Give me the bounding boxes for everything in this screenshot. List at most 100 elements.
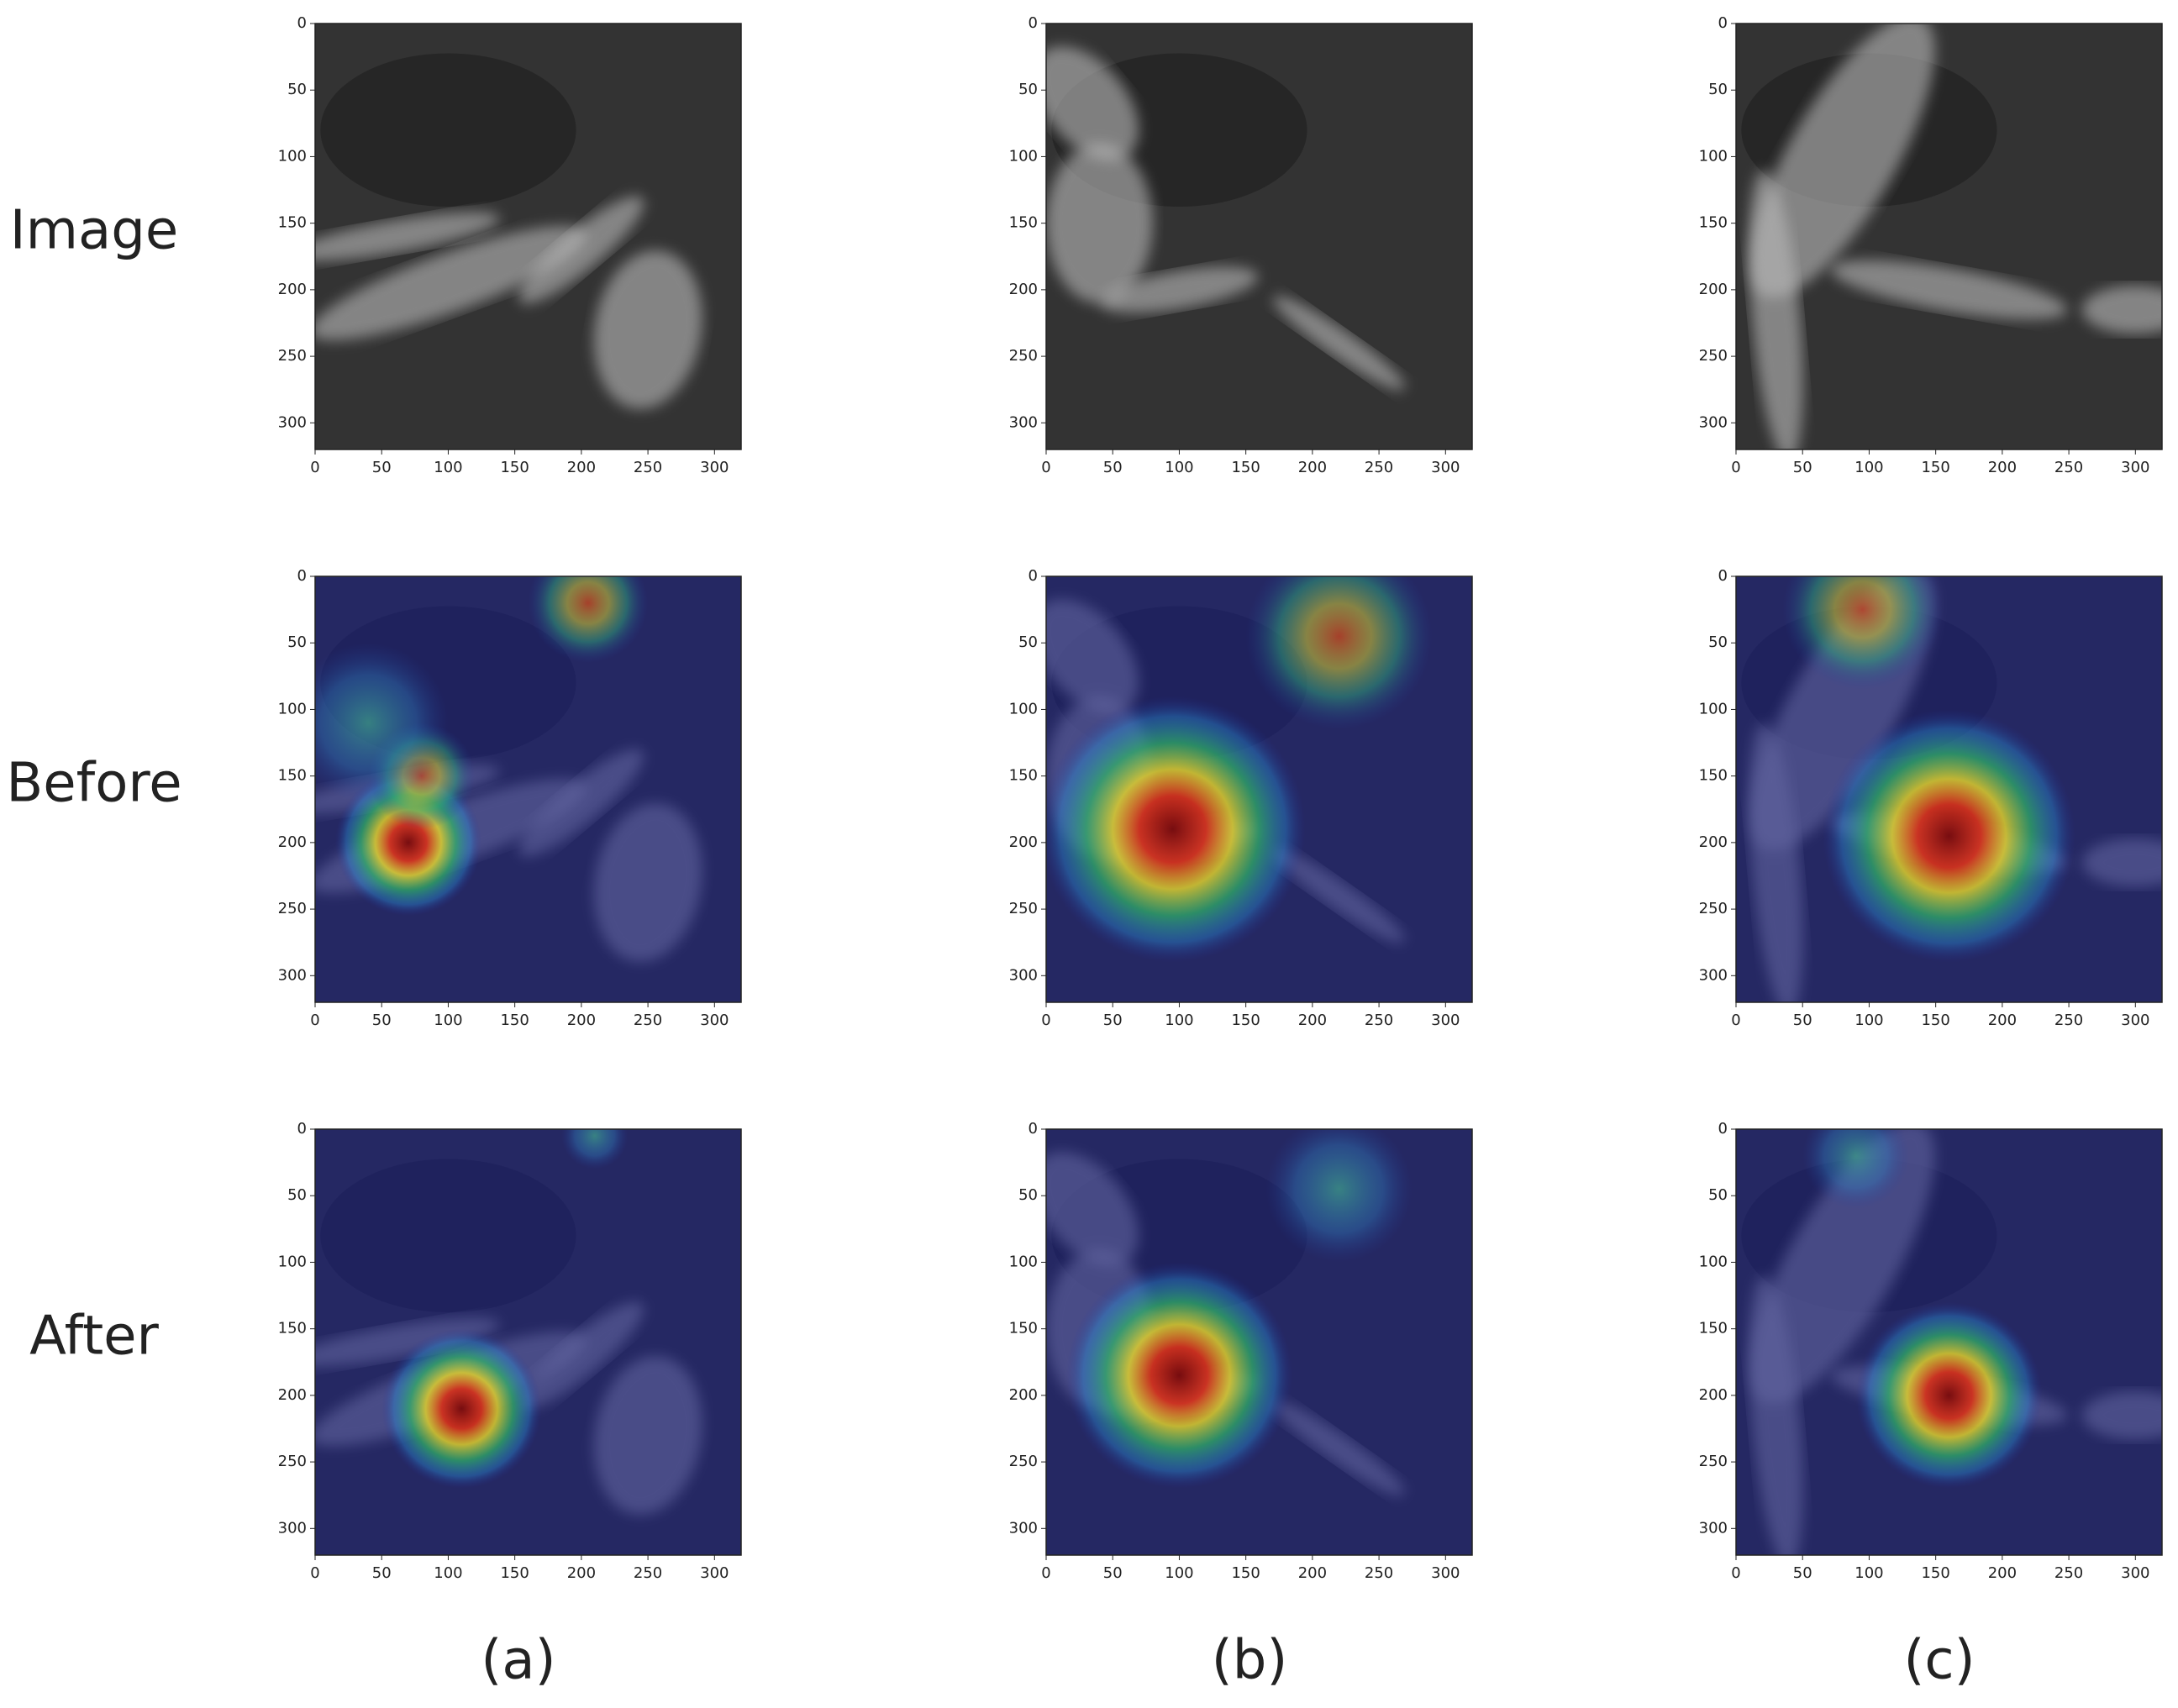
tissue-streak <box>518 196 644 304</box>
x-tick-label: 50 <box>1103 459 1123 476</box>
y-tick-label: 250 <box>1699 347 1728 365</box>
panel-image <box>315 24 741 449</box>
x-tick-label: 300 <box>700 1564 729 1582</box>
x-tick-label: 150 <box>1231 459 1260 476</box>
y-tick-label: 200 <box>1699 833 1728 851</box>
heat-spot <box>1855 1301 2043 1489</box>
x-tick-label: 300 <box>1431 459 1460 476</box>
panel: 0 50 100 150 200 250 300 0 50 100 150 200 250 300 <box>1009 1120 1473 1582</box>
y-tick-label: 250 <box>1009 1453 1038 1470</box>
heat-spot <box>561 1129 629 1169</box>
x-tick-label: 300 <box>1431 1564 1460 1582</box>
tissue-streak <box>315 212 500 261</box>
x-tick-label: 200 <box>567 459 596 476</box>
x-tick-label: 0 <box>310 1012 319 1029</box>
tissue <box>320 53 576 208</box>
y-tick-label: 50 <box>287 633 307 651</box>
heat-spot <box>1065 1262 1293 1489</box>
y-tick-label: 50 <box>1708 81 1728 98</box>
y-tick-label: 0 <box>297 567 307 585</box>
panel: 0 50 100 150 200 250 300 0 50 100 150 200 250 300 <box>278 14 742 476</box>
x-tick-label: 0 <box>1731 459 1740 476</box>
x-tick-label: 100 <box>1165 1012 1193 1029</box>
tissue-streak <box>593 250 702 409</box>
x-tick-label: 250 <box>2054 459 2083 476</box>
y-tick-label: 250 <box>278 347 307 365</box>
panel: 0 50 100 150 200 250 300 0 50 100 150 200 250 300 <box>1699 14 2163 476</box>
panel: 0 50 100 150 200 250 300 0 50 100 150 200 250 300 <box>1699 567 2163 1029</box>
x-tick-label: 0 <box>1041 1012 1050 1029</box>
tissue-streak <box>1831 260 2067 320</box>
panel-image <box>1736 24 2162 449</box>
x-tick-label: 50 <box>1793 459 1812 476</box>
row-label: After <box>29 1306 159 1368</box>
x-tick-label: 150 <box>1231 1564 1260 1582</box>
y-tick-label: 100 <box>1699 1253 1728 1270</box>
tissue-streak <box>1046 46 1139 161</box>
x-tick-label: 250 <box>634 1564 662 1582</box>
x-tick-label: 250 <box>1365 459 1393 476</box>
x-tick-label: 100 <box>1854 459 1883 476</box>
y-tick-label: 100 <box>1009 700 1038 717</box>
axes-frame <box>314 23 742 450</box>
heat-base <box>315 1129 741 1555</box>
y-tick-label: 150 <box>1009 1320 1038 1337</box>
x-tick-label: 200 <box>1298 1564 1327 1582</box>
tissue-streak <box>1046 143 1153 303</box>
tissue-streak <box>315 225 587 340</box>
axes-frame <box>314 575 742 1003</box>
x-tick-label: 0 <box>310 459 319 476</box>
y-tick-label: 100 <box>278 1253 307 1270</box>
y-tick-label: 300 <box>1699 966 1728 984</box>
heat-spot <box>1802 1129 1909 1210</box>
x-tick-label: 0 <box>310 1564 319 1582</box>
y-tick-label: 150 <box>1009 767 1038 785</box>
y-tick-label: 300 <box>278 966 307 984</box>
y-tick-label: 150 <box>1009 214 1038 232</box>
heat-spot <box>315 643 449 803</box>
x-tick-label: 150 <box>1921 1564 1949 1582</box>
x-tick-label: 250 <box>1365 1564 1393 1582</box>
x-tick-label: 250 <box>2054 1564 2083 1582</box>
x-tick-label: 300 <box>2121 459 2149 476</box>
x-tick-label: 200 <box>1988 459 2017 476</box>
y-tick-label: 50 <box>1018 1186 1038 1204</box>
y-tick-label: 200 <box>1009 281 1038 298</box>
tissue-streak <box>1749 170 1803 449</box>
y-tick-label: 200 <box>278 1386 307 1404</box>
x-tick-label: 150 <box>1921 459 1949 476</box>
x-tick-label: 200 <box>1988 1012 2017 1029</box>
panel-image <box>1046 576 1472 1002</box>
x-tick-label: 0 <box>1731 1564 1740 1582</box>
y-tick-label: 100 <box>1009 1253 1038 1270</box>
axes-frame <box>314 1128 742 1556</box>
y-tick-label: 300 <box>278 1519 307 1537</box>
y-tick-label: 200 <box>1699 281 1728 298</box>
panel-image <box>315 1129 741 1555</box>
y-tick-label: 0 <box>1028 14 1038 32</box>
y-tick-label: 150 <box>1699 214 1728 232</box>
y-tick-label: 100 <box>278 147 307 165</box>
axes-frame <box>1045 1128 1473 1556</box>
panel-image <box>1736 1129 2162 1555</box>
y-tick-label: 0 <box>297 1120 307 1138</box>
y-tick-label: 50 <box>1708 633 1728 651</box>
panel: 0 50 100 150 200 250 300 0 50 100 150 200 250 300 <box>278 567 742 1029</box>
x-tick-label: 150 <box>500 1564 529 1582</box>
panel: 0 50 100 150 200 250 300 0 50 100 150 200 250 300 <box>1699 1120 2163 1582</box>
heat-spot <box>381 1328 542 1489</box>
x-tick-label: 50 <box>372 459 392 476</box>
row-label: Before <box>6 753 182 815</box>
y-tick-label: 50 <box>1708 1186 1728 1204</box>
x-tick-label: 50 <box>1103 1564 1123 1582</box>
x-tick-label: 150 <box>500 1012 529 1029</box>
axes-frame <box>1045 575 1473 1003</box>
panel: 0 50 100 150 200 250 300 0 50 100 150 200 250 300 <box>1009 567 1473 1029</box>
x-tick-label: 50 <box>1793 1564 1812 1582</box>
x-tick-label: 50 <box>372 1564 392 1582</box>
y-tick-label: 150 <box>278 214 307 232</box>
x-tick-label: 300 <box>2121 1564 2149 1582</box>
y-tick-label: 0 <box>297 14 307 32</box>
y-tick-label: 0 <box>1718 1120 1728 1138</box>
x-tick-label: 250 <box>2054 1012 2083 1029</box>
